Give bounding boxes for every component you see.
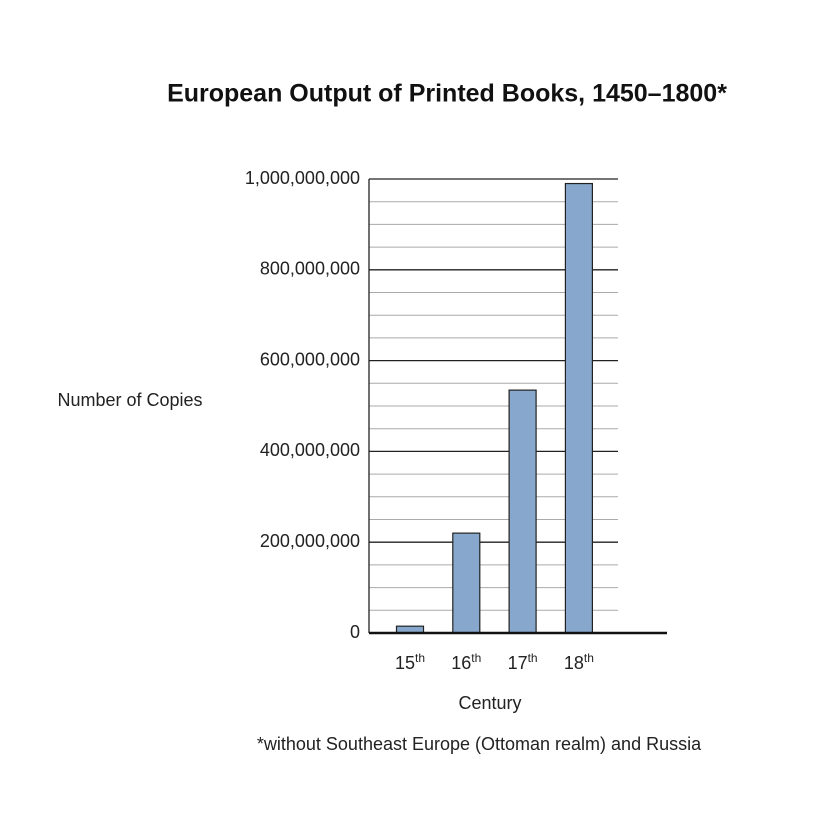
x-tick-label: 15th <box>395 651 425 673</box>
y-tick-label: 0 <box>350 622 360 642</box>
x-tick-label: 16th <box>451 651 481 673</box>
y-tick-label: 400,000,000 <box>260 440 360 460</box>
y-axis-label: Number of Copies <box>57 390 202 410</box>
x-axis-label: Century <box>458 693 521 713</box>
x-tick-label: 17th <box>508 651 538 673</box>
y-tick-label: 800,000,000 <box>260 259 360 279</box>
bar <box>508 389 537 634</box>
bar <box>564 182 594 634</box>
y-tick-label: 1,000,000,000 <box>245 168 360 188</box>
chart-title: European Output of Printed Books, 1450–1… <box>167 80 727 108</box>
bar <box>452 532 481 634</box>
footnote: *without Southeast Europe (Ottoman realm… <box>257 734 702 754</box>
x-tick-label: 18th <box>564 651 594 673</box>
y-tick-label: 600,000,000 <box>260 349 360 369</box>
y-tick-label: 200,000,000 <box>260 531 360 551</box>
